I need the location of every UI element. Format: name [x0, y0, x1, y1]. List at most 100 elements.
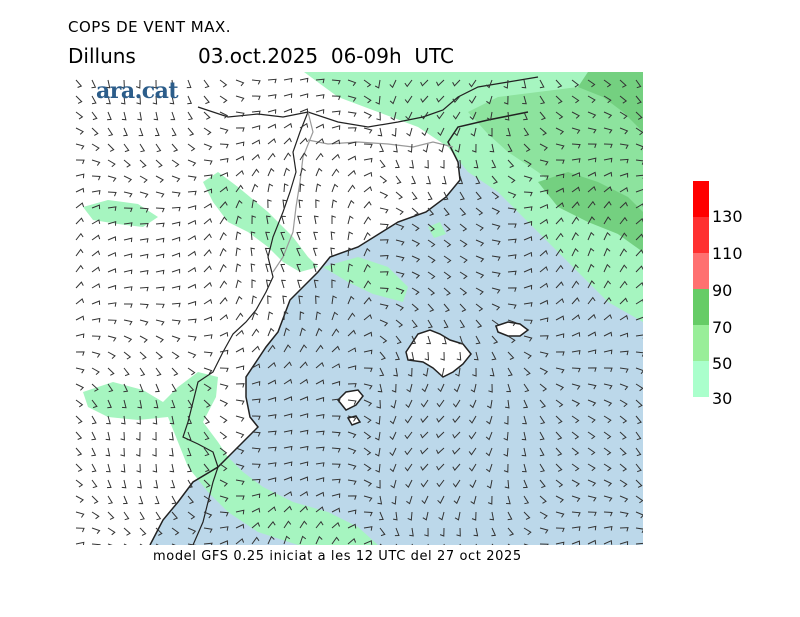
wind-barb: [251, 398, 261, 404]
aracat-logo[interactable]: ara.cat: [96, 78, 179, 104]
wind-barb: [315, 477, 325, 482]
wind-barb: [603, 143, 613, 149]
wind-barb: [456, 527, 461, 537]
gust-zone-70: [578, 72, 643, 132]
wind-barb: [635, 463, 642, 473]
wind-barb: [571, 495, 581, 502]
wind-barb: [299, 461, 309, 467]
wind-barb: [487, 495, 493, 505]
wind-barb: [347, 365, 357, 370]
wind-barb: [107, 236, 117, 241]
wind-barb: [347, 155, 357, 161]
wind-barb: [603, 525, 613, 531]
wind-barb: [187, 300, 197, 306]
wind-barb: [603, 431, 612, 440]
wind-barb: [155, 367, 162, 377]
wind-barb: [475, 287, 484, 295]
wind-barb: [404, 431, 413, 440]
wind-barb: [331, 398, 341, 404]
wind-barb: [453, 127, 461, 137]
wind-barb: [152, 463, 158, 473]
wind-barb: [411, 335, 417, 345]
wind-barb: [379, 223, 389, 229]
wind-barb: [155, 319, 165, 326]
wind-barb: [504, 111, 510, 121]
wind-barb: [619, 479, 628, 488]
wind-barb: [470, 383, 477, 393]
wind-barb: [347, 431, 357, 439]
wind-barb: [635, 203, 643, 209]
wind-barb: [603, 539, 613, 545]
wind-barb: [507, 143, 513, 153]
wind-barb: [187, 283, 197, 289]
wind-barb: [283, 520, 292, 529]
wind-barb: [107, 302, 117, 307]
wind-barb: [75, 143, 85, 150]
wind-barb: [236, 495, 245, 500]
wind-barb: [571, 158, 581, 163]
wind-barb: [411, 207, 419, 216]
legend-label: 50: [712, 354, 733, 373]
wind-barb: [219, 231, 227, 241]
wind-barb: [619, 541, 629, 545]
wind-barb: [539, 335, 549, 340]
wind-barb: [475, 239, 485, 247]
wind-barb: [491, 223, 501, 230]
wind-barb: [155, 511, 162, 521]
wind-barb: [219, 186, 229, 193]
wind-barb: [426, 335, 432, 345]
wind-barb: [187, 205, 197, 210]
wind-barb: [571, 247, 579, 257]
wind-barb: [331, 215, 336, 224]
wind-barb: [251, 536, 260, 545]
wind-barb: [427, 239, 436, 248]
wind-barb: [331, 493, 341, 498]
wind-barb: [299, 520, 308, 529]
wind-barb: [123, 511, 130, 521]
wind-barb: [635, 367, 643, 375]
wind-barb: [377, 383, 383, 393]
wind-barb: [522, 463, 527, 473]
wind-barb: [491, 239, 501, 246]
wind-barb: [427, 303, 435, 312]
wind-barb: [523, 367, 531, 376]
wind-barb: [235, 399, 245, 405]
wind-barb: [107, 543, 113, 545]
wind-barb: [155, 269, 165, 275]
wind-barb: [75, 232, 84, 241]
wind-barb: [619, 248, 627, 257]
wind-barb: [75, 95, 83, 104]
wind-barb: [507, 175, 516, 184]
wind-barb: [75, 463, 83, 472]
wind-barb: [507, 191, 517, 199]
wind-barb: [469, 399, 477, 409]
wind-barb: [171, 191, 181, 197]
wind-barb: [155, 143, 162, 153]
wind-barb: [75, 399, 84, 408]
wind-barb: [315, 361, 325, 369]
legend-label: 90: [712, 281, 733, 300]
wind-barb: [267, 361, 277, 369]
wind-barb: [187, 318, 197, 324]
wind-barb: [486, 415, 493, 425]
wind-barb: [315, 327, 323, 337]
wind-barb: [219, 143, 229, 149]
wind-barb: [603, 79, 612, 88]
wind-barb: [315, 520, 324, 529]
wind-barb: [603, 263, 611, 273]
wind-barb: [331, 168, 340, 177]
wind-barb: [468, 431, 477, 440]
wind-barb: [91, 415, 97, 425]
wind-barb: [363, 540, 373, 545]
wind-barb: [587, 216, 595, 225]
wind-barb: [283, 183, 289, 193]
wind-barb: [459, 239, 468, 248]
wind-barb: [267, 123, 277, 129]
wind-barb: [251, 110, 261, 116]
wind-barb: [107, 351, 116, 359]
wind-barb: [280, 231, 286, 241]
wind-barb: [459, 191, 465, 201]
wind-barb: [105, 79, 111, 89]
wind-barb: [363, 171, 373, 177]
wind-barb: [347, 247, 353, 257]
